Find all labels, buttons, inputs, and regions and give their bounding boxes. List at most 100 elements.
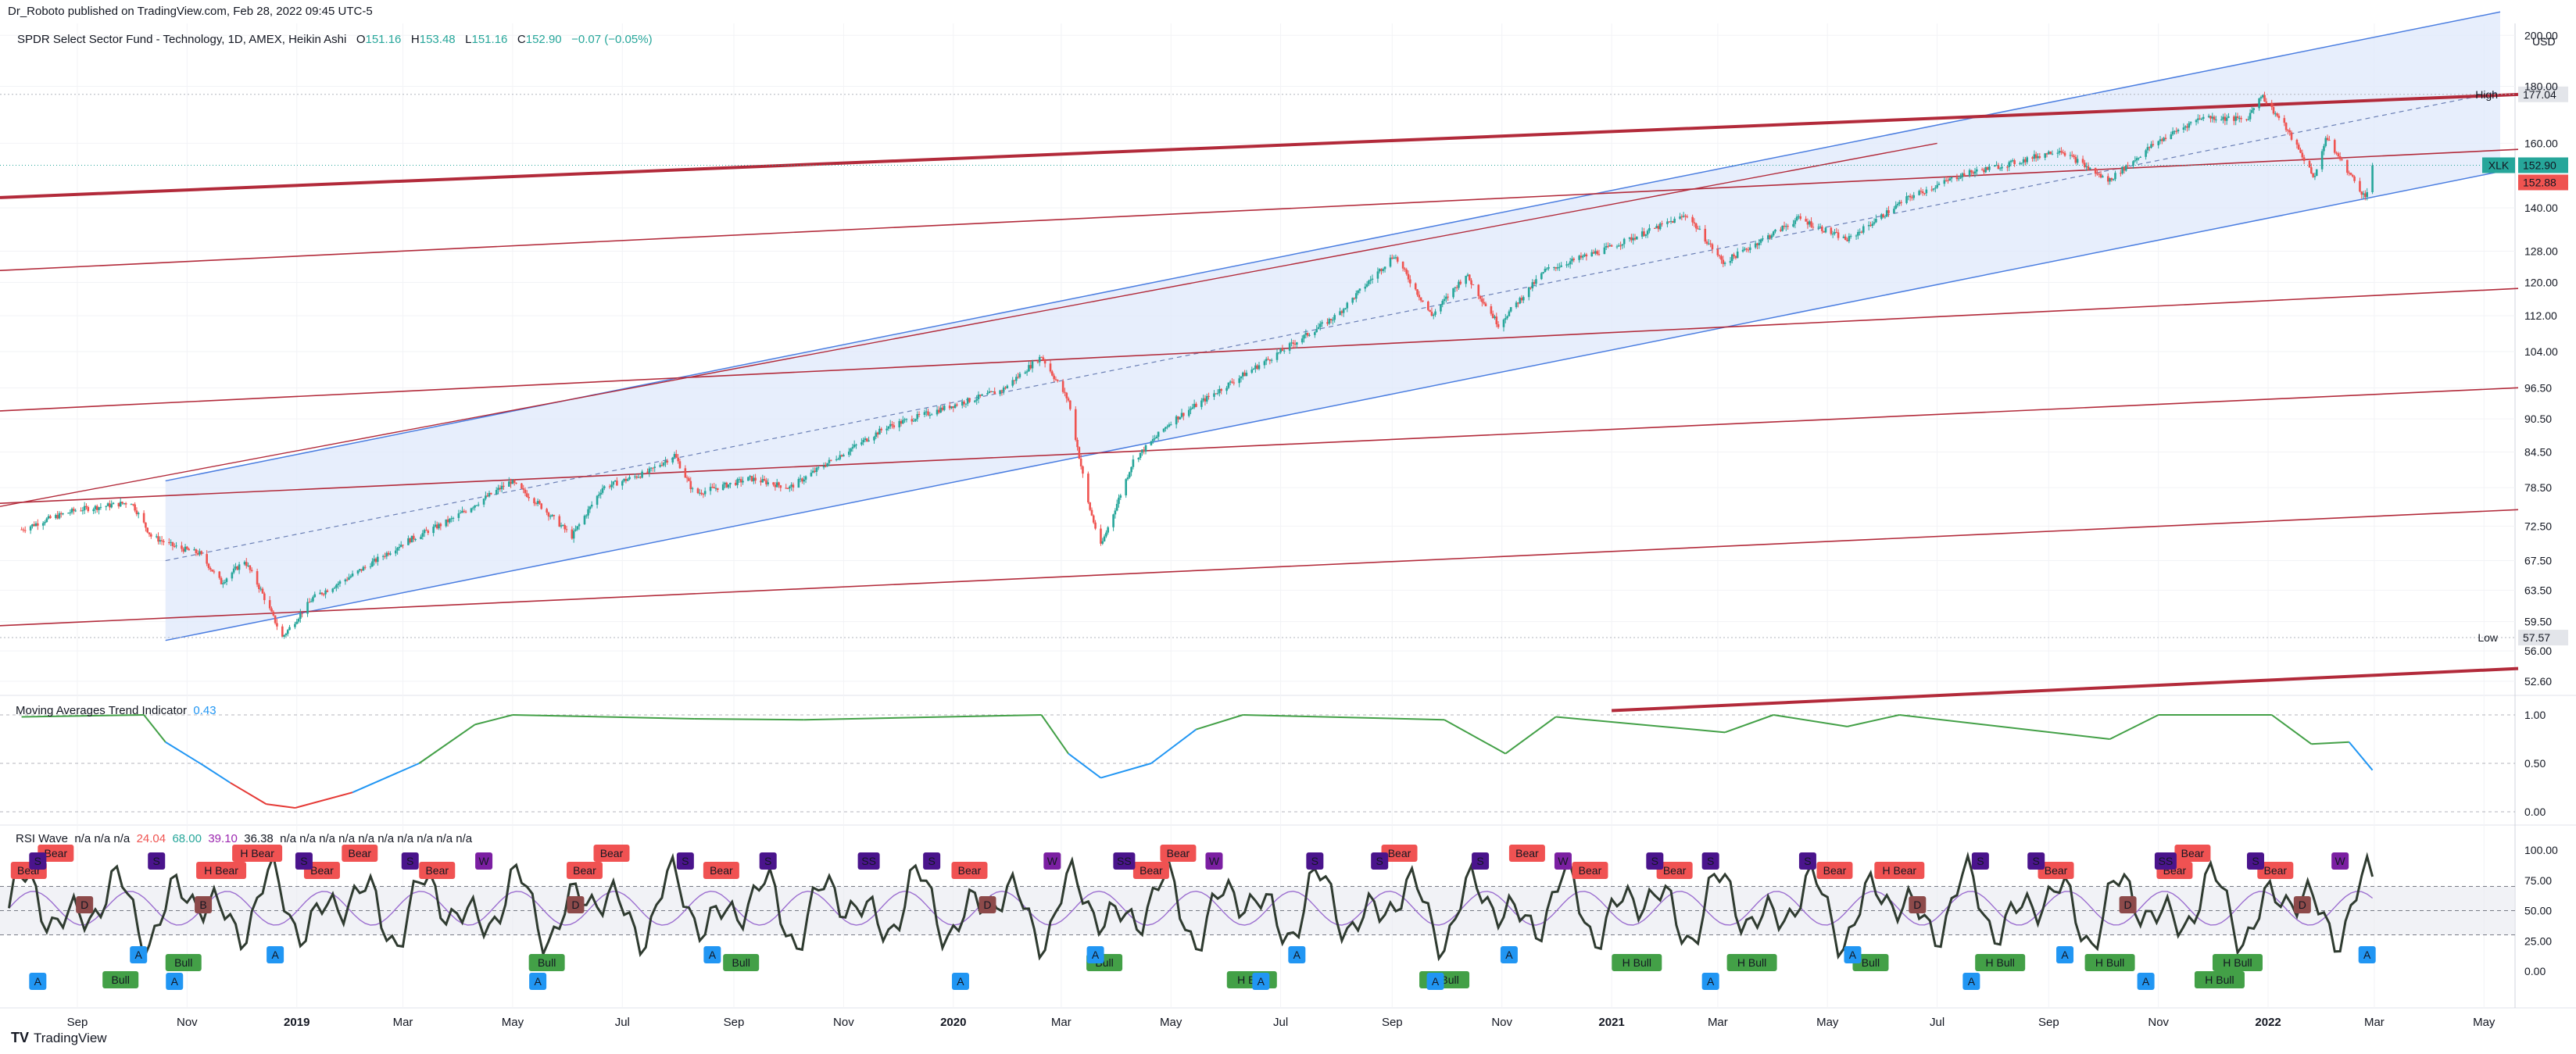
candle-body	[887, 426, 890, 429]
candle-body	[1076, 440, 1079, 448]
candle-body	[1339, 311, 1341, 316]
candle-body	[1281, 348, 1284, 352]
candle-body	[1126, 477, 1129, 480]
candle-body	[603, 486, 606, 488]
candle-body	[2110, 178, 2113, 180]
candle-body	[1328, 319, 1331, 324]
swing-label: D	[2124, 899, 2132, 911]
candle-body	[1590, 252, 1594, 257]
candle-body	[535, 503, 538, 505]
swing-label: W	[1209, 855, 1220, 867]
mat-tick-label: 0.00	[2524, 806, 2546, 818]
mat-segment	[1724, 714, 1774, 734]
swing-label-bg	[475, 852, 493, 870]
signal-label-bg	[1975, 954, 2026, 971]
candle-body	[213, 571, 216, 573]
candle-body	[1216, 393, 1219, 395]
candle-body	[175, 545, 177, 547]
candle-body	[928, 415, 932, 416]
price-tick-label: 63.50	[2524, 584, 2552, 596]
signal-label-bg	[723, 954, 760, 971]
candle-body	[2320, 151, 2324, 170]
candle-body	[1303, 334, 1305, 339]
candle-body	[263, 593, 266, 601]
candle-body	[163, 541, 165, 543]
price-tick-label: 67.50	[2524, 555, 2552, 567]
candle-body	[599, 492, 602, 495]
candle-body	[335, 584, 338, 588]
candle-body	[1709, 243, 1712, 245]
candle-body	[446, 519, 449, 523]
candle-body	[1229, 381, 1232, 383]
candle-body	[286, 630, 289, 634]
resistance-trend-line	[0, 387, 2519, 504]
candle-body	[1301, 338, 1304, 343]
candle-body	[760, 481, 762, 483]
candle-body	[873, 437, 875, 441]
candle-body	[2287, 130, 2289, 131]
candle-body	[1585, 254, 1588, 257]
candle-body	[1844, 236, 1847, 240]
candle-body	[1867, 224, 1870, 227]
candle-body	[1333, 315, 1336, 320]
candle-body	[1748, 247, 1751, 250]
a-label-bg	[951, 973, 969, 990]
candle-body	[1962, 173, 1966, 177]
candle-body	[2084, 163, 2086, 167]
candle-body	[875, 432, 878, 438]
signal-label-bg	[1612, 954, 1662, 971]
rsi-value-4: 36.38	[244, 832, 274, 845]
a-label-bg	[1252, 973, 1270, 990]
candle-body	[713, 487, 715, 489]
candle-body	[1351, 298, 1354, 303]
candle-body	[438, 523, 440, 529]
candle-body	[1849, 235, 1852, 237]
candle-body	[1079, 459, 1082, 466]
candle-body	[173, 545, 176, 547]
candle-body	[1466, 274, 1469, 276]
candle-body	[1193, 403, 1196, 408]
candle-body	[1661, 223, 1663, 225]
candle-body	[2085, 166, 2088, 167]
candle-body	[1006, 385, 1009, 389]
candle-body	[2164, 138, 2167, 139]
rsi-legend[interactable]: RSI Wave n/a n/a n/a 24.04 68.00 39.10 3…	[16, 832, 472, 845]
candle-body	[1506, 316, 1508, 319]
candle-body	[1002, 388, 1005, 392]
candle-body	[1465, 275, 1467, 284]
resistance-trend-line	[0, 92, 2519, 199]
candle-body	[1821, 227, 1823, 231]
candle-body	[1509, 307, 1512, 312]
tradingview-brand[interactable]: TV TradingView	[11, 1030, 107, 1046]
a-label: A	[1432, 975, 1440, 988]
candle-body	[2195, 120, 2198, 123]
candle-body	[1643, 231, 1645, 236]
candle-body	[1157, 431, 1160, 437]
candle-body	[384, 556, 386, 557]
candle-body	[2009, 160, 2012, 163]
mat-legend[interactable]: Moving Averages Trend Indicator 0.43	[16, 704, 216, 717]
time-tick-label: Nov	[1491, 1016, 1512, 1029]
candle-body	[521, 483, 523, 489]
candle-body	[968, 398, 971, 402]
candle-body	[1986, 166, 1989, 170]
candle-body	[1948, 178, 1952, 181]
candle-body	[2159, 139, 2162, 141]
candle-body	[1553, 267, 1555, 269]
candle-body	[675, 454, 678, 458]
candle-body	[369, 566, 372, 568]
candle-body	[576, 526, 579, 530]
rsi-tick-label: 100.00	[2524, 844, 2558, 856]
candle-body	[1747, 249, 1750, 251]
mat-segment	[1504, 716, 1557, 755]
candle-body	[993, 391, 996, 395]
candle-body	[1679, 216, 1681, 219]
candle-body	[1884, 216, 1887, 218]
candle-body	[1029, 365, 1032, 369]
candle-body	[464, 511, 467, 513]
candle-body	[1137, 457, 1140, 460]
price-tick-label: 78.50	[2524, 481, 2552, 494]
candle-body	[351, 573, 354, 577]
candle-body	[1380, 269, 1383, 271]
